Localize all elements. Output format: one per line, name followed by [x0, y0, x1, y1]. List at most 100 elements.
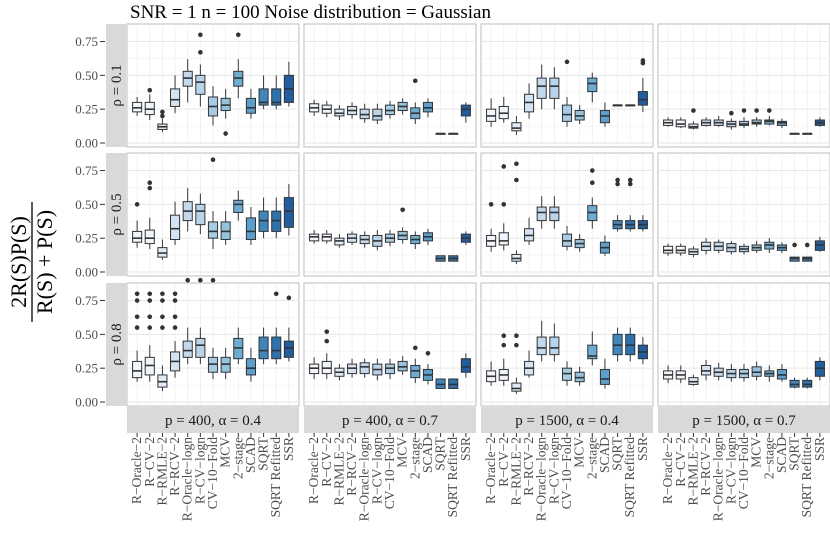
outlier-point	[488, 202, 494, 207]
box	[245, 217, 256, 241]
x-tick-label: SQRT	[433, 436, 448, 470]
column-strip	[658, 407, 830, 433]
x-tick-label: MCV	[218, 437, 233, 468]
box	[195, 74, 206, 95]
column-strip-label: p = 1500, α = 0.7	[692, 413, 796, 429]
outlier-point	[172, 291, 178, 297]
box	[561, 104, 573, 122]
outlier-point	[615, 181, 620, 187]
outlier-point	[804, 242, 810, 248]
row-strip-label: ρ = 0.8	[109, 323, 125, 365]
x-tick-label: R−Oracle−logn	[357, 437, 372, 521]
x-tick-label: R−CV−2	[496, 437, 511, 487]
outlier-point	[501, 202, 507, 207]
outlier-point	[324, 338, 330, 344]
box	[233, 199, 244, 213]
outlier-point	[792, 242, 797, 248]
outlier-point	[147, 87, 153, 93]
box	[587, 77, 598, 93]
outlier-point	[134, 291, 140, 297]
x-tick-label: R−RMLE−2	[685, 437, 700, 505]
column-strip-label: p = 400, α = 0.4	[165, 413, 262, 429]
x-tick-label: R−CV−logn	[192, 437, 207, 504]
outlier-point	[147, 185, 153, 191]
x-tick-label: SQRT	[610, 436, 625, 470]
box	[587, 344, 598, 360]
outlier-point	[564, 59, 570, 65]
outlier-point	[501, 164, 507, 169]
y-tick-label: 0.75	[75, 34, 98, 49]
x-tick-label: SSR	[812, 437, 827, 461]
x-tick-label: CV−10−Fold	[205, 437, 220, 509]
outlier-point	[223, 131, 228, 136]
box	[182, 340, 193, 358]
box	[549, 77, 560, 99]
x-tick-label: R−RCV−2	[521, 437, 536, 496]
x-tick-label: CV−10−Fold	[382, 437, 397, 509]
outlier-point	[729, 110, 734, 116]
y-tick-label: 0.75	[75, 293, 98, 308]
column-strip-label: p = 400, α = 0.7	[342, 413, 439, 429]
box	[207, 221, 219, 239]
y-tick-label: 0.50	[75, 197, 98, 212]
y-tick-label: 0.00	[75, 395, 98, 410]
y-tick-label: 0.00	[75, 136, 98, 151]
box	[637, 91, 648, 106]
box	[511, 382, 522, 392]
outlier-point	[147, 180, 153, 186]
box	[245, 358, 256, 376]
box	[511, 122, 522, 132]
outlier-point	[286, 295, 292, 301]
x-tick-label: R−Oracle−2	[660, 437, 675, 504]
y-tick-label: 0.50	[75, 68, 98, 83]
x-tick-label: 2−stage	[407, 437, 422, 479]
outlier-point	[210, 157, 216, 163]
x-tick-label: SQRT	[256, 436, 271, 470]
x-tick-label: 2−stage	[584, 437, 599, 479]
chart-title: SNR = 1 n = 100 Noise distribution = Gau…	[130, 2, 491, 23]
outlier-point	[766, 108, 772, 113]
outlier-point	[691, 108, 696, 113]
x-tick-label: R−CV−logn	[369, 437, 384, 504]
y-tick-label: 0.00	[75, 265, 98, 280]
box	[460, 358, 471, 373]
outlier-point	[160, 109, 165, 115]
x-tick-label: SSR	[281, 437, 296, 461]
outlier-point	[324, 329, 330, 334]
x-tick-label: SQRT Refitted	[622, 437, 637, 518]
outlier-point	[514, 177, 519, 183]
box	[195, 337, 206, 358]
plot-area: 0.00 0.25 0.50 0.75 0.00 0.25 0.50 0.75 0.00 0.25…	[75, 23, 830, 521]
outlier-point	[627, 177, 633, 183]
outlier-point	[412, 78, 418, 84]
x-tick-label: R−RCV−2	[698, 437, 713, 496]
x-tick-label: R−CV−logn	[723, 437, 738, 504]
outlier-point	[400, 207, 405, 213]
outlier-point	[627, 181, 633, 187]
outlier-point	[754, 108, 759, 113]
x-tick-label: R−RMLE−2	[154, 437, 169, 505]
row-strip-label: ρ = 0.5	[109, 193, 125, 235]
box	[195, 203, 206, 226]
box	[536, 77, 547, 99]
x-tick-label: R−Oracle−2	[129, 437, 144, 504]
outlier-point	[134, 202, 140, 207]
outlier-point	[147, 314, 153, 320]
outlier-point	[172, 325, 178, 330]
x-tick-label: R−CV−2	[142, 437, 157, 487]
outlier-point	[147, 298, 153, 303]
outlier-point	[172, 314, 178, 320]
x-tick-label: SCAD	[420, 437, 435, 473]
column-strip	[304, 407, 476, 433]
outlier-point	[147, 325, 153, 330]
box	[144, 229, 155, 245]
x-tick-label: SCAD	[597, 437, 612, 473]
outlier-point	[273, 291, 279, 297]
outlier-point	[160, 113, 165, 119]
x-tick-label: R−Oracle−logn	[534, 437, 549, 521]
x-tick-label: SQRT Refitted	[445, 437, 460, 518]
outlier-point	[198, 277, 203, 283]
outlier-point	[134, 314, 140, 320]
x-tick-label: R−Oracle−2	[483, 437, 498, 504]
